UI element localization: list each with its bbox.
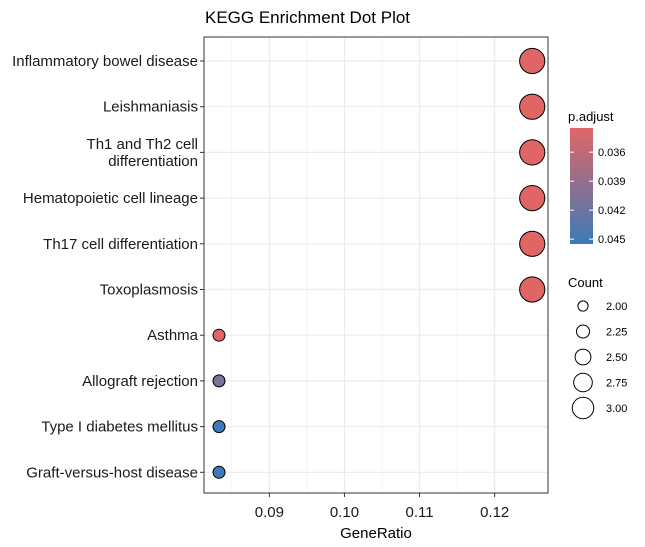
color-legend-label: 0.039 [598, 176, 626, 188]
y-tick-label-line: Th17 cell differentiation [43, 236, 198, 253]
y-tick-label-line: Th1 and Th2 cell [87, 136, 198, 153]
y-tick-label-line: Type I diabetes mellitus [41, 419, 198, 436]
size-legend-circle [574, 348, 592, 366]
y-tick-label-line: Toxoplasmosis [100, 282, 198, 299]
y-tick-label-line: differentiation [108, 153, 198, 170]
size-legend-label: 2.75 [606, 378, 627, 390]
color-legend: p.adjust 0.036 0.039 0.042 0.045 [568, 109, 626, 246]
y-tick-label: Inflammatory bowel disease [12, 53, 198, 70]
grid [204, 37, 548, 493]
data-point [212, 465, 226, 479]
data-point [519, 230, 546, 257]
x-axis: 0.09 0.10 0.11 0.12 [255, 493, 509, 521]
size-legend-label: 3.00 [606, 403, 627, 415]
data-point [519, 93, 546, 120]
y-axis: Inflammatory bowel disease Leishmaniasis T… [12, 53, 204, 481]
data-point [519, 185, 546, 212]
y-tick-label-line: Allograft rejection [82, 373, 198, 390]
x-tick-label: 0.10 [330, 504, 359, 521]
size-legend-label: 2.50 [606, 352, 627, 364]
y-tick-label-line: Leishmaniasis [103, 99, 198, 116]
y-tick-label: Th17 cell differentiation [43, 236, 198, 253]
data-point [519, 276, 546, 303]
x-tick-label: 0.12 [480, 504, 509, 521]
y-tick-label: Graft-versus-host disease [26, 464, 198, 481]
x-tick-label: 0.09 [255, 504, 284, 521]
color-legend-title: p.adjust [568, 109, 614, 124]
y-tick-label: Hematopoietic cell lineage [23, 190, 198, 207]
y-tick-label: Th1 and Th2 cell differentiation [87, 136, 198, 170]
x-axis-title: GeneRatio [340, 525, 412, 542]
y-tick-label: Asthma [147, 327, 199, 344]
size-legend-label: 2.00 [606, 301, 627, 313]
color-bar [570, 128, 593, 244]
points [212, 47, 546, 479]
data-point [212, 328, 226, 342]
color-legend-label: 0.042 [598, 205, 626, 217]
size-legend-circle [575, 324, 591, 339]
data-point [519, 139, 546, 166]
y-tick-label-line: Graft-versus-host disease [26, 464, 198, 481]
y-tick-label: Leishmaniasis [103, 99, 198, 116]
color-legend-label: 0.036 [598, 147, 626, 159]
size-legend-title: Count [568, 275, 603, 290]
data-point [212, 420, 226, 434]
data-point [519, 47, 546, 75]
data-point [212, 374, 226, 388]
size-legend-label: 2.25 [606, 327, 627, 339]
x-tick-label: 0.11 [406, 504, 434, 521]
size-legend-circle [573, 372, 593, 393]
y-tick-label: Type I diabetes mellitus [41, 419, 198, 436]
chart-title: KEGG Enrichment Dot Plot [205, 8, 410, 27]
plot-panel-border [203, 36, 549, 494]
y-tick-label-line: Inflammatory bowel disease [12, 53, 198, 70]
color-legend-label: 0.045 [598, 234, 626, 246]
size-legend-circle [571, 396, 595, 420]
y-tick-label-line: Hematopoietic cell lineage [23, 190, 198, 207]
y-tick-label: Allograft rejection [82, 373, 198, 390]
y-tick-label: Toxoplasmosis [100, 282, 198, 299]
y-tick-label-line: Asthma [147, 327, 199, 344]
size-legend-circle [577, 300, 589, 312]
